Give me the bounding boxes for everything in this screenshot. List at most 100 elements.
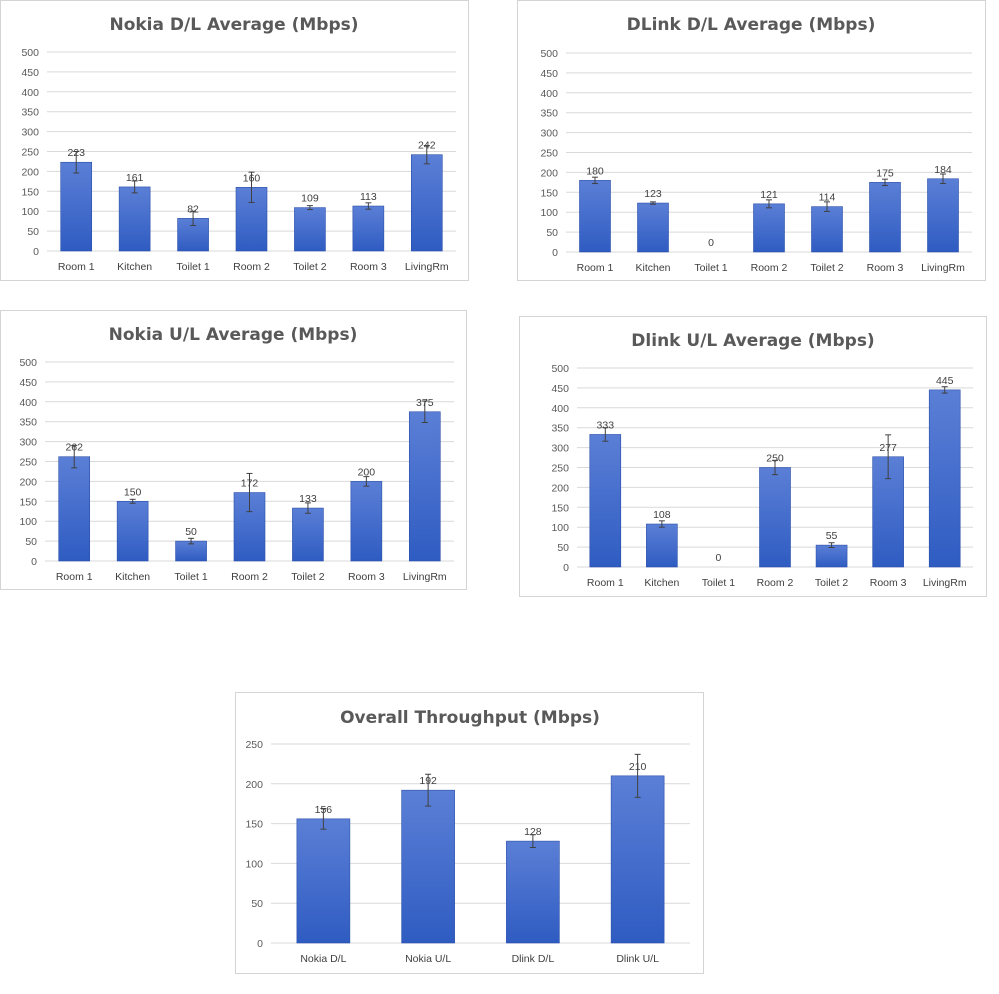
- bar: [401, 789, 455, 944]
- x-category-label: Toilet 2: [810, 262, 843, 274]
- bar: [116, 501, 149, 562]
- data-label: 113: [360, 191, 377, 203]
- bar: [294, 207, 326, 252]
- y-tick-label: 100: [551, 522, 569, 534]
- y-tick-label: 0: [33, 246, 39, 258]
- x-category-label: Room 2: [751, 262, 788, 274]
- x-category-label: Toilet 2: [293, 261, 326, 273]
- data-label: 250: [766, 453, 784, 465]
- data-label: 161: [126, 172, 144, 184]
- data-label: 114: [819, 192, 836, 204]
- y-tick-label: 250: [21, 147, 39, 159]
- x-category-label: Toilet 1: [694, 262, 727, 274]
- x-category-label: Room 1: [587, 577, 624, 589]
- y-tick-label: 150: [540, 187, 558, 199]
- x-category-label: Toilet 2: [291, 571, 324, 583]
- x-category-label: Kitchen: [635, 262, 670, 274]
- data-label: 375: [416, 397, 434, 409]
- bar: [350, 481, 383, 562]
- y-tick-label: 350: [551, 423, 569, 435]
- data-label: 128: [524, 826, 542, 838]
- y-tick-label: 0: [563, 562, 569, 574]
- data-label: 242: [418, 140, 436, 152]
- data-label: 109: [301, 193, 319, 205]
- data-label: 192: [419, 775, 437, 787]
- x-category-label: Dlink U/L: [616, 953, 659, 965]
- bar: [759, 467, 791, 568]
- bar: [869, 182, 901, 253]
- y-tick-label: 150: [551, 502, 569, 514]
- bar: [927, 178, 959, 253]
- y-tick-label: 150: [21, 186, 39, 198]
- y-tick-label: 350: [21, 107, 39, 119]
- x-category-label: LivingRm: [403, 571, 447, 583]
- y-tick-label: 250: [19, 457, 37, 469]
- x-category-label: Room 3: [867, 262, 904, 274]
- bar: [296, 818, 351, 944]
- x-category-label: Toilet 1: [176, 261, 209, 273]
- y-tick-label: 200: [19, 476, 37, 488]
- x-category-label: Room 3: [870, 577, 907, 589]
- data-label: 108: [653, 509, 671, 521]
- y-tick-label: 0: [31, 556, 37, 568]
- bar: [589, 434, 622, 568]
- data-label: 445: [936, 375, 954, 387]
- bar: [352, 205, 385, 252]
- y-tick-label: 150: [19, 496, 37, 508]
- y-tick-label: 0: [257, 938, 263, 950]
- y-tick-label: 300: [21, 127, 39, 139]
- y-tick-label: 500: [540, 48, 558, 60]
- y-tick-label: 50: [251, 898, 263, 910]
- x-category-label: Dlink D/L: [512, 953, 555, 965]
- data-label: 160: [243, 172, 261, 184]
- y-tick-label: 200: [551, 482, 569, 494]
- x-category-label: Nokia U/L: [405, 953, 451, 965]
- data-label: 150: [124, 486, 142, 498]
- bar: [60, 161, 93, 252]
- chart-title: Overall Throughput (Mbps): [340, 708, 600, 728]
- x-category-label: Room 2: [757, 577, 794, 589]
- y-tick-label: 50: [557, 542, 569, 554]
- x-category-label: Room 2: [231, 571, 268, 583]
- data-label: 82: [187, 203, 199, 215]
- bar: [815, 544, 848, 568]
- y-tick-label: 500: [551, 363, 569, 375]
- bar: [506, 840, 560, 944]
- chart-title: DLink D/L Average (Mbps): [627, 15, 876, 35]
- data-label: 223: [67, 147, 85, 159]
- data-label: 184: [934, 164, 952, 176]
- y-tick-label: 200: [21, 166, 39, 178]
- x-category-label: Kitchen: [115, 571, 150, 583]
- y-tick-label: 400: [21, 87, 39, 99]
- data-label: 210: [629, 761, 647, 773]
- nokia-ul-chart: Nokia U/L Average (Mbps) 0 50 100 150 200 250 3…: [0, 310, 467, 590]
- data-label: 200: [358, 466, 376, 478]
- y-tick-label: 100: [540, 207, 558, 219]
- bar: [928, 389, 961, 568]
- y-tick-label: 200: [245, 779, 263, 791]
- data-label: 262: [65, 442, 83, 454]
- x-category-label: Room 3: [348, 571, 385, 583]
- x-category-label: Kitchen: [644, 577, 679, 589]
- bar: [58, 456, 91, 562]
- y-tick-label: 250: [540, 148, 558, 160]
- x-category-label: Toilet 1: [702, 577, 735, 589]
- y-tick-label: 100: [19, 516, 37, 528]
- x-category-label: LivingRm: [923, 577, 967, 589]
- bar: [292, 507, 324, 562]
- dlink-ul-chart: Dlink U/L Average (Mbps) 0 50 100 150 200 250 3…: [519, 316, 987, 597]
- y-tick-label: 450: [19, 377, 37, 389]
- y-tick-label: 450: [551, 383, 569, 395]
- bar: [610, 775, 665, 944]
- y-tick-label: 500: [19, 357, 37, 369]
- chart-title: Nokia D/L Average (Mbps): [109, 15, 358, 35]
- data-label: 0: [708, 237, 714, 249]
- x-category-label: Toilet 2: [815, 577, 848, 589]
- data-label: 55: [826, 530, 838, 542]
- x-category-label: LivingRm: [921, 262, 965, 274]
- data-label: 333: [597, 419, 615, 431]
- data-label: 172: [241, 478, 259, 490]
- data-label: 180: [586, 165, 604, 177]
- y-tick-label: 100: [21, 206, 39, 218]
- y-tick-label: 400: [551, 403, 569, 415]
